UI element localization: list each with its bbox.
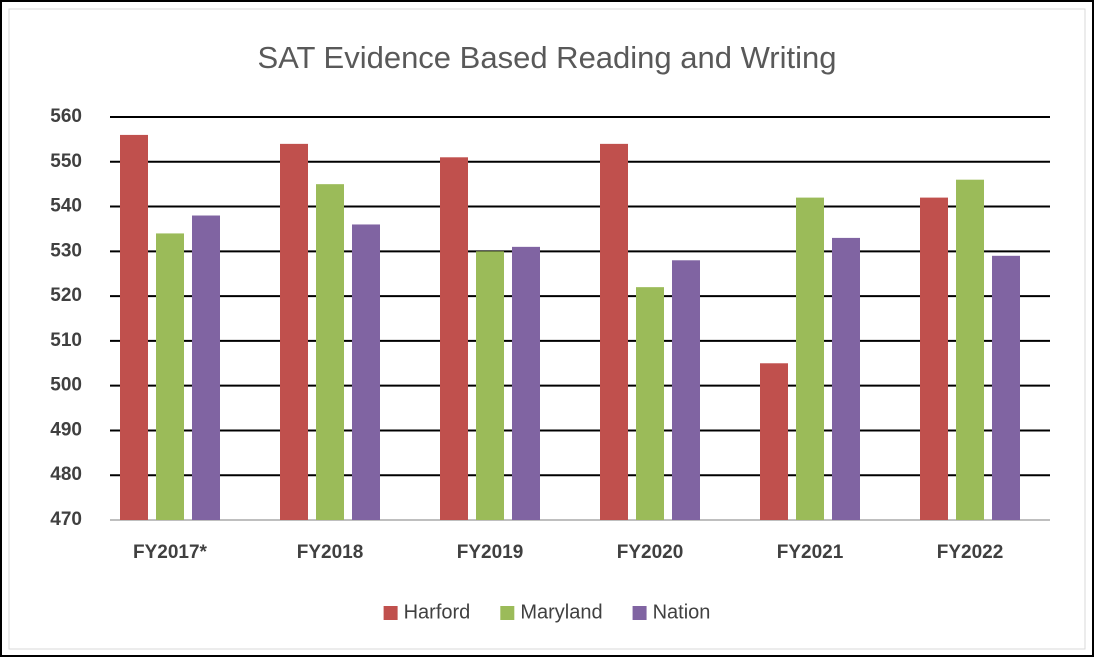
legend-swatch	[632, 606, 647, 620]
bar	[280, 143, 308, 520]
bar	[672, 260, 700, 520]
y-tick-label: 500	[50, 375, 82, 396]
legend-label: Maryland	[520, 601, 602, 623]
legend-label: Nation	[653, 601, 711, 623]
y-tick-label: 530	[50, 240, 82, 261]
bar	[440, 157, 468, 521]
y-tick-label: 510	[50, 330, 82, 351]
x-tick-label: FY2021	[777, 542, 844, 563]
x-tick-label: FY2020	[617, 542, 684, 563]
legend-swatch	[383, 606, 398, 620]
chart-area	[8, 8, 1086, 650]
bar	[760, 363, 788, 520]
bar	[512, 246, 540, 520]
chart-title: SAT Evidence Based Reading and Writing	[257, 40, 836, 75]
bar	[192, 215, 220, 520]
x-tick-label: FY2022	[937, 542, 1004, 563]
y-tick-label: 540	[50, 196, 82, 217]
y-tick-label: 480	[50, 464, 82, 485]
bar	[352, 224, 380, 520]
bar	[600, 143, 628, 520]
y-tick-label: 550	[50, 151, 82, 172]
bar	[636, 287, 664, 520]
bar	[120, 134, 148, 520]
y-tick-label: 560	[50, 106, 82, 127]
bar	[316, 184, 344, 520]
x-tick-label: FY2018	[297, 542, 364, 563]
bar	[956, 179, 984, 520]
x-tick-label: FY2017*	[133, 542, 208, 563]
bar	[796, 197, 824, 520]
bar	[156, 233, 184, 520]
y-tick-label: 490	[50, 419, 82, 440]
x-tick-label: FY2019	[457, 542, 524, 563]
bar	[992, 255, 1020, 521]
legend-swatch	[500, 606, 515, 620]
y-tick-label: 470	[50, 509, 82, 530]
bar	[920, 197, 948, 520]
legend-label: Harford	[404, 601, 471, 623]
bar	[476, 251, 504, 521]
y-tick-label: 520	[50, 285, 82, 306]
bar	[832, 237, 860, 520]
